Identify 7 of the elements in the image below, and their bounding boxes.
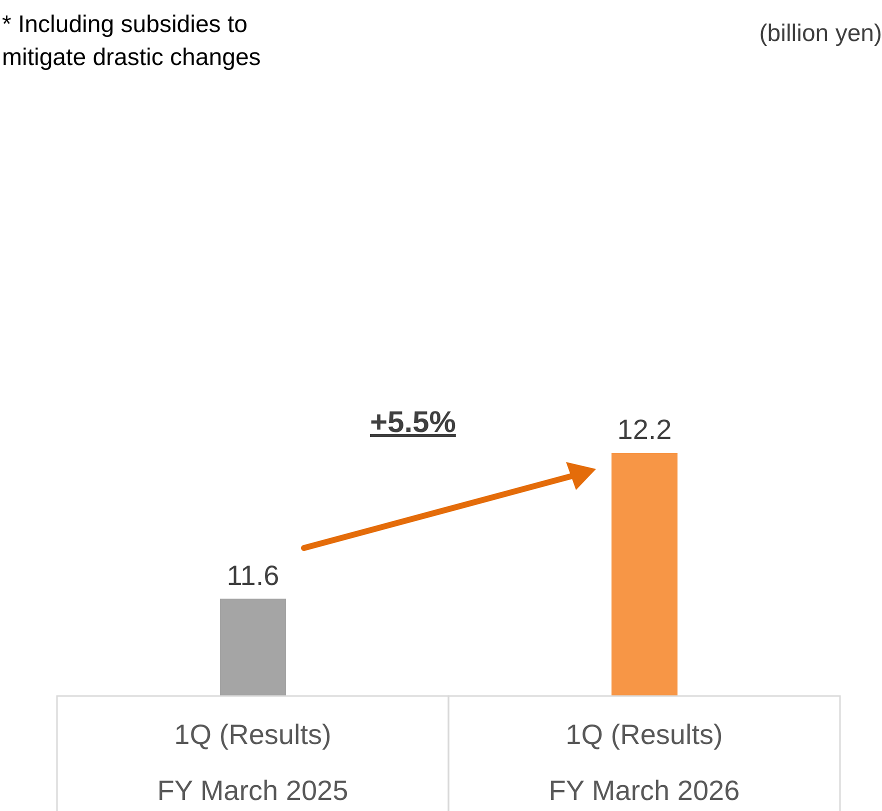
x-tick-label: 1Q (Results) FY March 2026 (548, 719, 740, 806)
data-label: 12.2 (617, 414, 672, 445)
data-label: 11.6 (226, 560, 280, 591)
text: * Including subsidies to mitigate drastic changes (2, 10, 261, 73)
text: +5.5% (370, 406, 456, 440)
text: (billion yen) (759, 20, 882, 48)
x-tick-label: 1Q (Results) FY March 2025 (157, 719, 348, 806)
